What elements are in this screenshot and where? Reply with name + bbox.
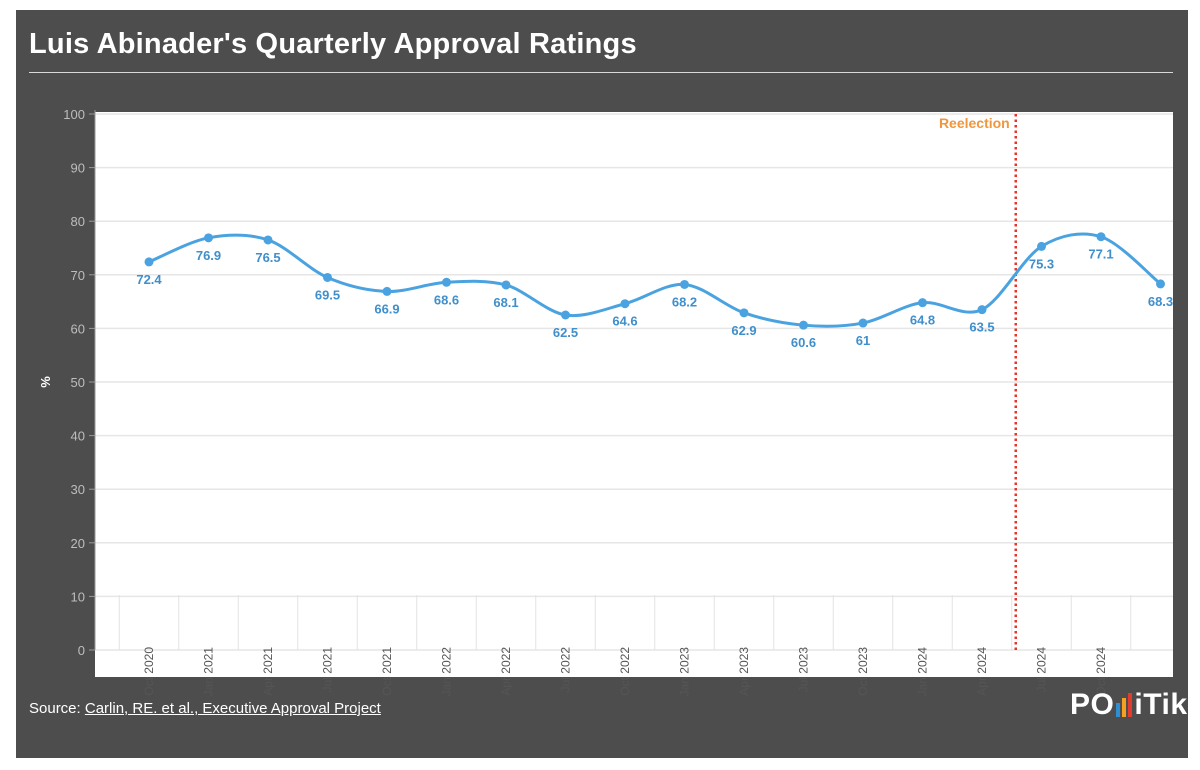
y-tick-label: 60 <box>71 321 85 336</box>
x-tick-label: Oct 2020 <box>142 647 156 696</box>
y-tick-label: 80 <box>71 214 85 229</box>
data-label: 64.6 <box>612 314 637 329</box>
logo-bars-icon <box>1116 693 1133 717</box>
data-label: 68.2 <box>672 294 697 309</box>
y-tick-label: 40 <box>71 429 85 444</box>
approval-line-chart: 0 10 20 30 40 50 60 70 80 90 100% Oct 2020 Jan 2021 A… <box>38 107 1173 697</box>
data-point[interactable] <box>144 257 154 267</box>
source-prefix: Source: <box>29 700 85 717</box>
data-label: 75.3 <box>1029 256 1054 271</box>
data-point[interactable] <box>680 279 689 289</box>
x-tick-label: Jul 2021 <box>321 647 335 693</box>
x-tick-label: Jul 2022 <box>559 647 573 693</box>
data-label: 68.6 <box>434 292 459 307</box>
data-label: 72.4 <box>136 272 162 287</box>
source-note: Source: Carlin, RE. et al., Executive Ap… <box>29 700 381 717</box>
politik-logo: PO iTik <box>1070 690 1188 720</box>
data-label: 77.1 <box>1088 247 1113 262</box>
y-tick-label: 90 <box>71 161 85 176</box>
data-label: 68.1 <box>493 295 518 310</box>
logo-bar-orange <box>1122 698 1127 717</box>
data-label: 62.9 <box>731 323 756 338</box>
x-tick-label: Jan 2024 <box>916 647 930 697</box>
x-tick-label: Apr 2023 <box>737 647 751 696</box>
chart-title: Luis Abinader's Quarterly Approval Ratin… <box>29 28 637 60</box>
data-point[interactable] <box>1156 279 1165 289</box>
data-point[interactable] <box>382 286 392 296</box>
data-point[interactable] <box>323 272 332 282</box>
y-tick-label: 70 <box>71 268 85 283</box>
y-tick-label: 30 <box>71 482 85 497</box>
data-point[interactable] <box>858 318 868 328</box>
data-label: 63.5 <box>969 320 994 335</box>
title-divider <box>29 72 1173 73</box>
reelection-annotation-label: Reelection <box>939 115 1010 131</box>
data-point[interactable] <box>620 299 630 309</box>
data-point[interactable] <box>501 280 511 290</box>
x-tick-label: Apr 2022 <box>499 647 513 696</box>
x-tick-label: Jul 2023 <box>797 647 811 693</box>
data-point[interactable] <box>799 320 808 330</box>
data-point[interactable] <box>1037 241 1046 251</box>
data-label: 69.5 <box>315 287 340 302</box>
x-tick-label: Jan 2023 <box>678 647 692 697</box>
x-tick-label: Oct 2024 <box>1094 647 1108 696</box>
data-point[interactable] <box>918 298 927 308</box>
data-point[interactable] <box>739 308 749 318</box>
x-tick-label: Oct 2022 <box>618 647 632 696</box>
data-point[interactable] <box>977 305 987 315</box>
data-label: 60.6 <box>791 335 816 350</box>
data-label: 68.3 <box>1148 294 1173 309</box>
data-point[interactable] <box>561 310 570 320</box>
data-label: 61 <box>856 333 870 348</box>
logo-text-right: iTik <box>1134 688 1188 721</box>
x-tick-label: Jan 2022 <box>440 647 454 697</box>
chart-frame: Luis Abinader's Quarterly Approval Ratin… <box>16 10 1188 758</box>
data-point[interactable] <box>442 277 451 287</box>
x-tick-label: Apr 2024 <box>975 647 989 696</box>
data-point[interactable] <box>1096 232 1106 242</box>
y-tick-label: 10 <box>71 589 85 604</box>
logo-bar-blue <box>1116 703 1121 717</box>
data-point[interactable] <box>204 233 213 243</box>
x-tick-label: Oct 2023 <box>856 647 870 696</box>
x-tick-label: Jan 2021 <box>202 647 216 697</box>
x-tick-label: Jul 2024 <box>1035 647 1049 693</box>
data-point[interactable] <box>263 235 273 245</box>
data-label: 76.5 <box>255 250 280 265</box>
y-tick-label: 0 <box>78 643 85 658</box>
logo-bar-red <box>1128 693 1133 717</box>
logo-text-left: PO <box>1070 688 1115 721</box>
plot-area-background <box>95 112 1173 677</box>
data-label: 64.8 <box>910 313 935 328</box>
y-tick-label: 20 <box>71 536 85 551</box>
data-label: 66.9 <box>374 301 399 316</box>
y-axis-label: % <box>38 376 53 388</box>
data-label: 76.9 <box>196 248 221 263</box>
approval-series-line <box>148 232 1162 328</box>
y-tick-label: 100 <box>63 107 85 122</box>
x-tick-label: Apr 2021 <box>261 647 275 696</box>
x-tick-label: Oct 2021 <box>380 647 394 696</box>
source-link[interactable]: Carlin, RE. et al., Executive Approval P… <box>84 700 381 717</box>
y-tick-label: 50 <box>71 375 85 390</box>
data-label: 62.5 <box>553 325 578 340</box>
